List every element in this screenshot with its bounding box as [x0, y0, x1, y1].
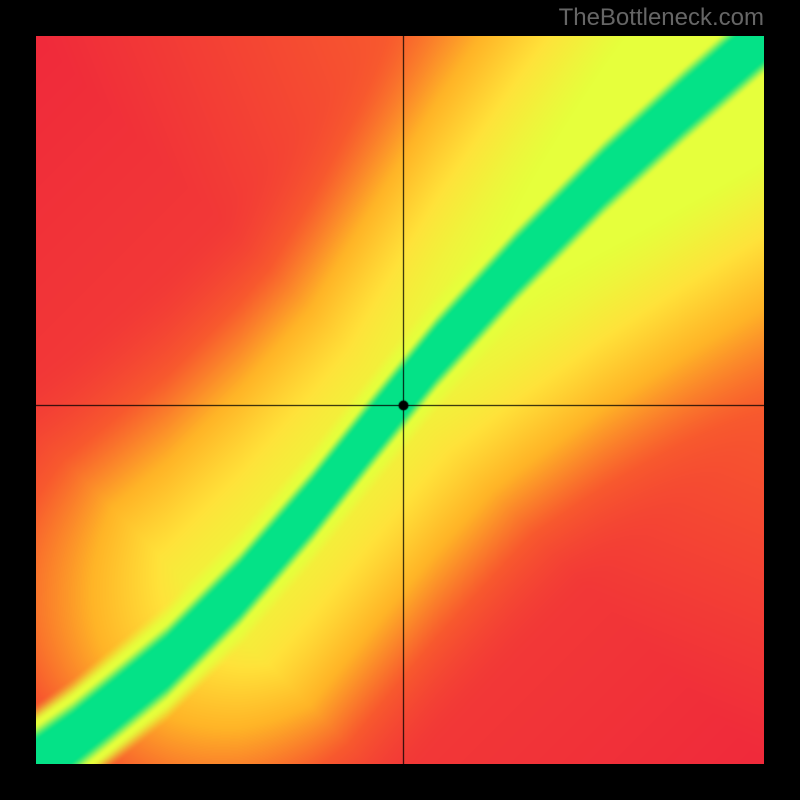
chart-frame: TheBottleneck.com	[0, 0, 800, 800]
heatmap-canvas	[36, 36, 764, 764]
watermark-label: TheBottleneck.com	[559, 4, 764, 32]
plot-area	[36, 36, 764, 764]
